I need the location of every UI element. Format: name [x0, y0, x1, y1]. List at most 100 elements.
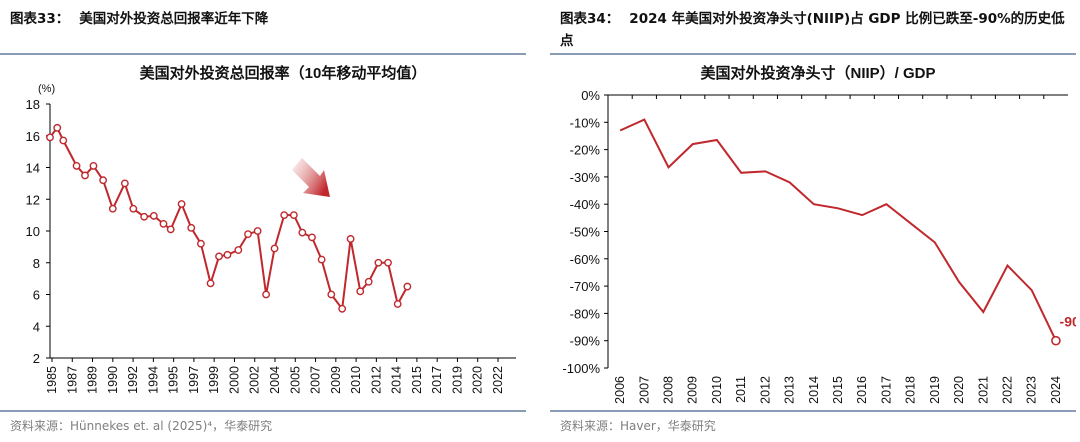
left-x-tick-label: 1990 [106, 366, 120, 394]
left-data-point [393, 300, 402, 308]
right-x-tick-label: 2010 [710, 376, 724, 404]
left-x-tick-label: 1992 [126, 366, 140, 394]
left-x-tick-label: 2010 [349, 366, 363, 394]
left-y-tick-label: 6 [33, 288, 40, 303]
left-data-point [289, 211, 298, 220]
left-x-tick-label: 1994 [146, 366, 160, 394]
left-data-point [206, 279, 215, 288]
right-x-tick-label: 2008 [662, 376, 676, 404]
right-x-tick-label: 2011 [734, 376, 748, 403]
left-title-rule [0, 53, 526, 55]
right-x-tick-label: 2007 [637, 376, 651, 404]
right-x-tick-label: 2014 [807, 376, 821, 404]
left-data-point [364, 277, 373, 286]
left-figure-title: 图表33： 美国对外投资总回报率近年下降 [10, 8, 525, 30]
left-data-point [317, 255, 326, 264]
right-y-tick-label: -40% [570, 197, 601, 212]
left-data-point [81, 171, 89, 180]
left-data-point [308, 233, 316, 242]
right-figure-label: 图表34： [560, 11, 620, 27]
left-data-point [356, 287, 365, 296]
left-data-point [177, 200, 186, 208]
left-data-point [140, 212, 149, 221]
left-y-tick-label: 4 [33, 319, 40, 334]
left-data-point [149, 212, 158, 220]
right-y-tick-label: -80% [570, 306, 601, 321]
left-data-point [197, 239, 205, 248]
left-x-tick-label: 2022 [491, 366, 505, 394]
right-bottom-rule [550, 410, 1076, 412]
trend-arrow-icon [292, 158, 330, 197]
left-data-point [234, 246, 243, 254]
right-x-tick-label: 2013 [783, 376, 797, 404]
left-x-tick-label: 1987 [65, 366, 79, 394]
left-data-point [298, 228, 307, 237]
left-x-tick-label: 2000 [227, 366, 241, 394]
left-y-tick-label: 8 [33, 256, 40, 271]
left-x-tick-label: 2002 [248, 366, 262, 394]
left-series-line [49, 125, 409, 312]
right-x-tick-label: 2017 [879, 376, 893, 404]
left-data-point [59, 136, 68, 145]
left-data-point [384, 258, 392, 267]
right-x-tick-label: 2016 [855, 376, 869, 404]
right-y-tick-label: -60% [570, 252, 601, 267]
right-annotation-label: -90% [1060, 314, 1076, 330]
left-x-tick-label: 1985 [45, 366, 59, 394]
left-data-point [346, 235, 355, 243]
left-figure-label: 图表33： [10, 11, 70, 27]
left-data-point [403, 282, 412, 291]
right-y-tick-label: -20% [570, 143, 601, 158]
right-x-tick-label: 2019 [928, 376, 942, 404]
left-data-point [120, 179, 129, 188]
left-bottom-rule [0, 410, 526, 412]
left-data-point [280, 211, 289, 220]
left-x-tick-label: 2017 [430, 366, 444, 394]
left-chart: 美国对外投资总回报率（10年移动平均值） (%) 2 4 6 8 10 12 14 16 18 198… [26, 64, 516, 394]
left-data-point [108, 204, 117, 213]
left-data-point [262, 290, 270, 299]
left-x-tick-label: 1999 [207, 366, 221, 394]
left-data-point [223, 250, 232, 259]
left-source: 资料来源：Hünnekes et. al (2025)⁴，华泰研究 [10, 419, 273, 433]
right-source: 资料来源：Haver，华泰研究 [560, 419, 716, 433]
right-x-tick-label: 2023 [1025, 376, 1039, 404]
right-y-tick-label: -70% [570, 279, 601, 294]
left-y-unit-label: (%) [38, 83, 55, 95]
left-data-point [253, 227, 262, 235]
left-data-point [166, 225, 175, 234]
right-y-tick-label: -30% [570, 170, 601, 185]
left-data-point [327, 290, 336, 299]
left-data-point [244, 230, 252, 239]
left-data-point [53, 123, 62, 132]
left-x-tick-label: 1997 [187, 366, 201, 394]
right-figure-title: 图表34： 2024 年美国对外投资净头寸(NIIP)占 GDP 比例已跌至-90… [560, 8, 1075, 52]
right-x-tick-label: 2020 [952, 376, 966, 404]
left-x-tick-label: 2014 [390, 366, 404, 394]
right-chart: 美国对外投资净头寸（NIIP）/ GDP 0% -10% -20% -30% -40% -5… [562, 64, 1076, 404]
right-x-tick-label: 2015 [831, 376, 845, 404]
right-x-tick-label: 2012 [758, 376, 772, 404]
left-x-tick-label: 2009 [329, 366, 343, 394]
right-y-tick-label: 0% [581, 88, 600, 103]
right-x-tick-label: 2022 [1000, 376, 1014, 404]
right-x-tick-label: 2018 [904, 376, 918, 404]
left-data-point [46, 133, 54, 142]
right-x-tick-label: 2024 [1049, 376, 1063, 404]
left-figure-heading: 美国对外投资总回报率近年下降 [79, 11, 269, 27]
left-data-point [338, 304, 347, 313]
right-figure-heading: 2024 年美国对外投资净头寸(NIIP)占 GDP 比例已跌至-90%的历史低… [560, 11, 1065, 49]
left-y-tick-label: 14 [26, 161, 40, 176]
right-y-tick-label: -90% [570, 334, 601, 349]
left-x-tick-label: 2004 [268, 366, 282, 394]
left-data-point [215, 252, 223, 261]
right-title-rule [550, 53, 1076, 55]
left-x-tick-label: 2019 [450, 366, 464, 394]
left-data-point [72, 162, 81, 170]
right-x-tick-label: 2009 [686, 376, 700, 404]
left-data-point [99, 176, 108, 185]
left-data-point [374, 258, 383, 267]
right-last-point-marker [1051, 335, 1061, 346]
left-x-tick-label: 1995 [167, 366, 181, 394]
left-data-point [129, 204, 138, 213]
